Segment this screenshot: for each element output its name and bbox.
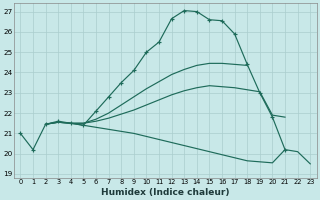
X-axis label: Humidex (Indice chaleur): Humidex (Indice chaleur): [101, 188, 229, 197]
